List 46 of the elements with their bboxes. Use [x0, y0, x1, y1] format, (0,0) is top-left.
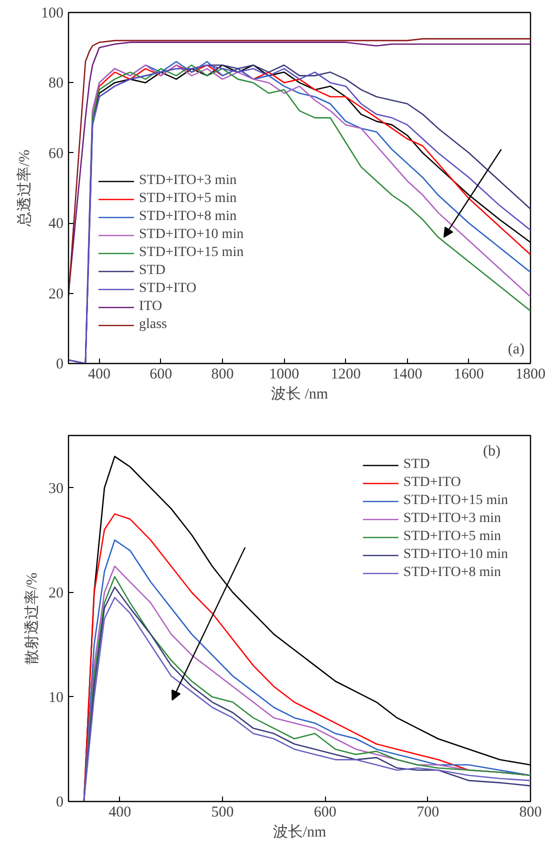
- legend-label: STD: [139, 263, 166, 279]
- y-tick-label: 10: [48, 690, 64, 706]
- annotation: (b): [483, 444, 501, 460]
- y-axis-title: 散射透过率/%: [24, 572, 40, 664]
- y-tick-label: 20: [48, 585, 64, 602]
- legend-label: glass: [139, 317, 167, 333]
- legend-label: STD+ITO+8 min: [403, 565, 501, 581]
- legend-label: STD+ITO+15 min: [139, 245, 244, 261]
- x-tick-label: 1600: [454, 366, 484, 382]
- annotation: (a): [508, 342, 525, 358]
- line-series: [88, 64, 530, 312]
- x-axis-title: 波长/nm: [272, 824, 326, 840]
- x-tick-label: 700: [416, 804, 440, 820]
- x-tick-label: 1400: [392, 366, 422, 382]
- legend-label: STD+ITO+5 min: [403, 529, 501, 545]
- legend-label: STD+ITO+3 min: [139, 173, 237, 189]
- y-tick-label: 80: [48, 76, 64, 92]
- legend-label: STD: [403, 457, 430, 473]
- legend-label: ITO: [139, 299, 162, 315]
- x-tick-label: 1000: [269, 366, 300, 382]
- x-axis-title: 波长 /nm: [270, 386, 328, 402]
- y-axis-title: 总透过率/%: [16, 150, 33, 228]
- y-tick-label: 20: [48, 286, 64, 302]
- legend-label: STD+ITO+3 min: [403, 511, 501, 527]
- y-tick-label: 30: [48, 480, 64, 497]
- y-tick-label: 0: [56, 356, 64, 372]
- y-tick-label: 60: [48, 146, 64, 162]
- legend-label: STD+ITO: [139, 281, 196, 297]
- x-tick-label: 800: [211, 366, 234, 382]
- legend-label: STD+ITO+10 min: [403, 547, 508, 563]
- x-tick-label: 800: [519, 804, 542, 820]
- legend-label: STD+ITO: [403, 475, 461, 491]
- x-tick-label: 1800: [516, 366, 546, 382]
- x-tick-label: 400: [108, 804, 132, 820]
- y-tick-label: 0: [56, 794, 64, 810]
- x-tick-label: 600: [314, 804, 336, 820]
- x-tick-label: 600: [150, 366, 172, 382]
- x-tick-label: 500: [211, 804, 234, 820]
- legend-label: STD+ITO+8 min: [139, 209, 237, 225]
- legend-label: STD+ITO+10 min: [139, 227, 244, 243]
- legend-label: STD+ITO+5 min: [139, 191, 237, 207]
- x-tick-label: 1200: [330, 366, 361, 382]
- y-tick-label: 40: [48, 216, 64, 232]
- legend-label: STD+ITO+15 min: [403, 493, 508, 509]
- y-tick-label: 100: [41, 6, 64, 22]
- x-tick-label: 400: [88, 366, 111, 382]
